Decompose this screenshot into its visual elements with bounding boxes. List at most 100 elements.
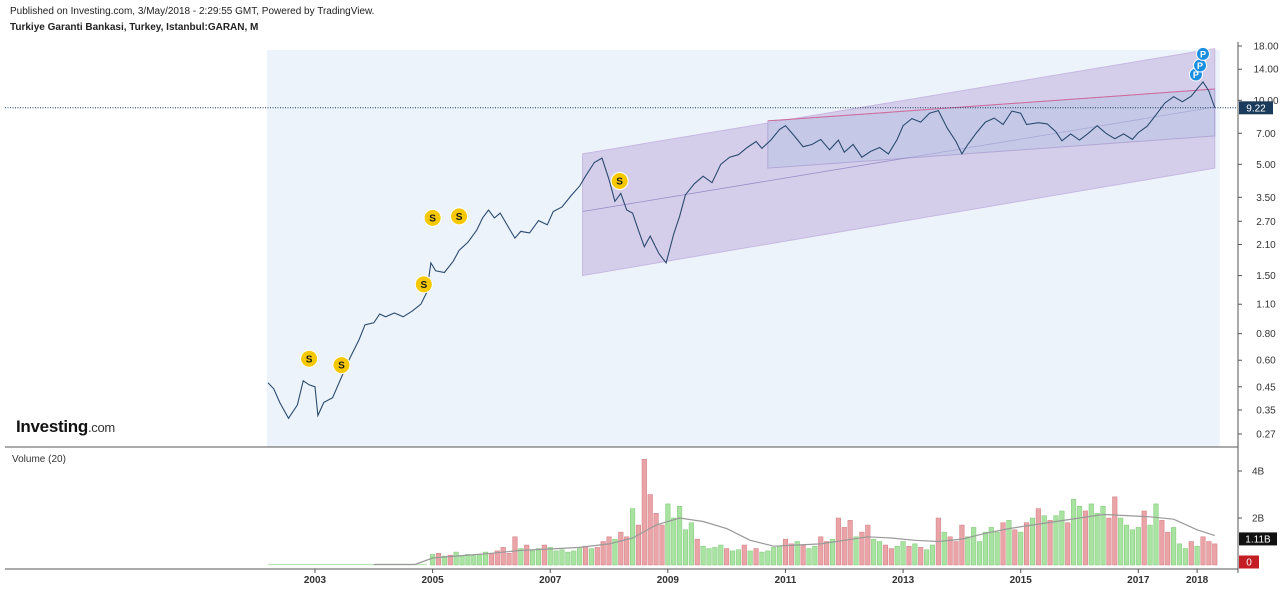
- volume-bar: [954, 542, 959, 566]
- volume-zero-label: 0: [1246, 558, 1252, 569]
- volume-bar: [1207, 542, 1212, 566]
- volume-bar: [907, 546, 912, 565]
- volume-bar: [760, 552, 765, 565]
- volume-bar: [1112, 497, 1117, 565]
- volume-bar: [1142, 511, 1147, 565]
- volume-bar: [748, 551, 753, 565]
- marker-label: S: [338, 361, 345, 372]
- price-tick-label: 1.50: [1256, 271, 1276, 282]
- price-pane: SSSS SSPPP: [5, 47, 1238, 447]
- volume-bar: [866, 525, 871, 565]
- volume-bar: [1136, 527, 1141, 565]
- volume-bar: [1154, 504, 1159, 565]
- time-tick-label: 2018: [1186, 575, 1209, 586]
- volume-bar: [918, 547, 923, 565]
- price-tick-label: 2.70: [1256, 217, 1276, 228]
- volume-bar: [619, 532, 624, 565]
- volume-bar: [771, 547, 776, 565]
- volume-bar: [1036, 509, 1041, 565]
- marker-label: S: [306, 354, 313, 365]
- price-tick-label: 14.00: [1253, 65, 1278, 76]
- time-tick-label: 2007: [539, 575, 562, 586]
- price-tick-label: 0.80: [1256, 329, 1276, 340]
- volume-bar: [789, 544, 794, 565]
- volume-bar: [883, 545, 888, 565]
- price-tick-label: 0.35: [1256, 406, 1276, 417]
- volume-bar: [1071, 499, 1076, 565]
- price-tick-label: 3.50: [1256, 193, 1276, 204]
- volume-bar: [942, 532, 947, 565]
- volume-bar: [577, 547, 582, 565]
- volume-bar: [895, 546, 900, 565]
- volume-bar: [683, 530, 688, 565]
- marker-label: S: [420, 280, 427, 291]
- volume-bar: [1024, 523, 1029, 565]
- time-tick-label: 2013: [892, 575, 915, 586]
- volume-bar: [1201, 537, 1206, 565]
- volume-tick-label: 2B: [1252, 514, 1265, 525]
- volume-bar: [995, 532, 1000, 565]
- volume-bar: [524, 545, 529, 565]
- volume-bar: [677, 506, 682, 565]
- volume-bar: [877, 542, 882, 566]
- volume-bar: [807, 549, 812, 565]
- volume-tick-label: 4B: [1252, 467, 1265, 478]
- volume-bar: [507, 553, 512, 565]
- volume-last-label: 1.11B: [1245, 534, 1271, 545]
- volume-bar: [689, 523, 694, 565]
- price-tick-label: 1.10: [1256, 300, 1276, 311]
- volume-bar: [560, 550, 565, 565]
- volume-bar: [1195, 546, 1200, 565]
- marker-label: P: [1200, 49, 1206, 59]
- time-tick-label: 2005: [421, 575, 444, 586]
- volume-bar: [707, 549, 712, 565]
- volume-bar: [1148, 525, 1153, 565]
- volume-bar: [818, 537, 823, 565]
- volume-bar: [1095, 513, 1100, 565]
- volume-pane: Volume (20): [12, 454, 1217, 565]
- volume-bar: [548, 547, 553, 565]
- volume-bar: [671, 518, 676, 565]
- volume-bar: [460, 556, 465, 565]
- volume-bar: [801, 545, 806, 565]
- volume-bar: [542, 545, 547, 565]
- volume-pane-label: Volume (20): [12, 454, 66, 465]
- price-tick-label: 18.00: [1253, 42, 1278, 53]
- volume-bar: [1183, 549, 1188, 565]
- volume-bar: [1171, 527, 1176, 565]
- volume-bar: [842, 527, 847, 565]
- time-tick-label: 2009: [657, 575, 680, 586]
- volume-bar: [813, 546, 818, 565]
- volume-bar: [607, 537, 612, 565]
- volume-bar: [913, 544, 918, 565]
- volume-bar: [1077, 506, 1082, 565]
- marker-label: S: [429, 213, 436, 224]
- volume-bar: [871, 539, 876, 565]
- volume-bar: [930, 545, 935, 565]
- volume-bar: [666, 504, 671, 565]
- volume-bar: [766, 551, 771, 565]
- time-tick-label: 2015: [1010, 575, 1033, 586]
- volume-bar: [530, 551, 535, 565]
- volume-moving-average: [374, 515, 1215, 565]
- volume-bar: [960, 525, 965, 565]
- volume-bar: [1189, 542, 1194, 566]
- volume-bar: [977, 542, 982, 566]
- volume-bar: [430, 554, 435, 565]
- volume-bar: [854, 537, 859, 565]
- volume-bar: [554, 551, 559, 565]
- volume-bar: [1130, 530, 1135, 565]
- volume-bar: [1048, 520, 1053, 565]
- volume-bar: [477, 554, 482, 565]
- marker-label: S: [616, 177, 623, 188]
- volume-bar: [642, 459, 647, 565]
- price-tick-label: 0.45: [1256, 382, 1276, 393]
- volume-bar: [1054, 516, 1059, 565]
- volume-bar: [624, 537, 629, 565]
- volume-bar: [736, 550, 741, 565]
- volume-bar: [1177, 544, 1182, 565]
- marker-label: P: [1197, 61, 1203, 71]
- volume-bar: [489, 553, 494, 565]
- volume-bar: [1089, 504, 1094, 565]
